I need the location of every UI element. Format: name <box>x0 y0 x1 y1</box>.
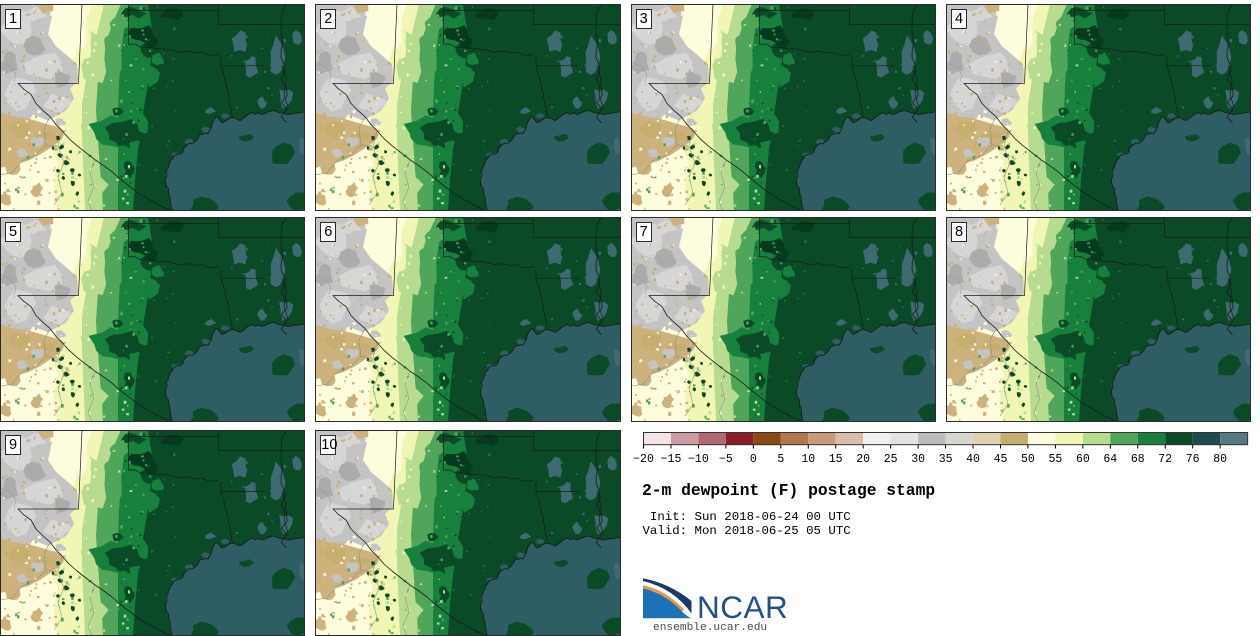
svg-text:NCAR: NCAR <box>697 589 788 625</box>
